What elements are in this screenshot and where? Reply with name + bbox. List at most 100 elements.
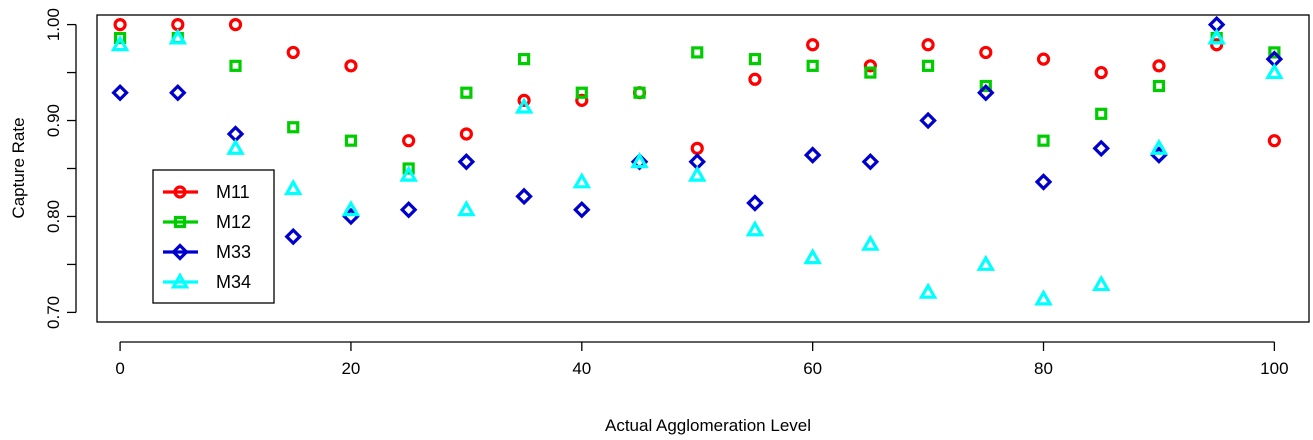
m34-point	[514, 97, 534, 114]
m34-point	[283, 178, 303, 196]
m11-point	[1036, 52, 1051, 66]
m34-point	[572, 172, 592, 189]
y-tick-label: 0.80	[44, 200, 63, 233]
m33-point	[457, 153, 476, 171]
m12-point	[344, 134, 358, 147]
m11-point	[517, 93, 531, 107]
legend-entry-m11: M11	[163, 182, 250, 202]
m11-point	[748, 72, 762, 86]
legend: M11 M12 M33 M34	[152, 169, 275, 304]
m11-point	[228, 17, 243, 32]
m34-point	[1265, 62, 1284, 80]
m11-point	[863, 59, 877, 73]
m34-point	[226, 138, 245, 155]
m12-point	[402, 162, 415, 175]
m11-point	[459, 127, 473, 141]
legend-label: M12	[216, 212, 251, 232]
m12-point	[633, 86, 646, 99]
m12-point	[460, 86, 473, 99]
m11-point	[979, 45, 993, 60]
m34-point	[1034, 289, 1053, 306]
m11-point	[171, 17, 185, 32]
m33-point	[919, 111, 937, 130]
legend-marker	[170, 272, 190, 289]
m33-point	[630, 153, 649, 171]
legend-label: M33	[216, 242, 251, 262]
y-tick-label: 0.70	[44, 296, 63, 329]
m11-point	[575, 93, 589, 107]
m34-point	[687, 165, 707, 182]
m34-point	[457, 200, 476, 217]
m33-point	[861, 153, 880, 171]
m34-point	[976, 254, 996, 271]
data-points	[110, 15, 1284, 306]
m33-point	[803, 146, 822, 164]
m33-point	[1092, 139, 1110, 158]
legend-entry-m33: M33	[163, 242, 251, 262]
m34-point	[745, 220, 765, 237]
m12-point	[864, 66, 877, 79]
m34-point	[1091, 274, 1111, 292]
x-tick-label: 100	[1260, 359, 1288, 378]
m34-point	[918, 282, 938, 299]
m11-point	[1152, 59, 1166, 73]
m34-point	[1207, 28, 1226, 45]
m33-point	[746, 194, 764, 212]
m12-point	[1152, 79, 1166, 93]
x-axis: 0 20 40 60 80 100	[115, 341, 1289, 378]
m12-point	[517, 53, 531, 66]
m33-point	[284, 227, 302, 246]
m11-point	[921, 38, 935, 52]
m11-point	[1267, 134, 1281, 148]
legend-marker	[171, 243, 189, 261]
m12-point	[1095, 107, 1108, 120]
m12-point	[1037, 134, 1050, 147]
m11-point	[1094, 65, 1108, 80]
series-m33	[111, 15, 1284, 246]
m11-point	[113, 17, 127, 32]
m12-point	[921, 59, 935, 72]
m33-point	[573, 200, 591, 219]
legend-label: M34	[216, 272, 251, 292]
legend-entry-m12: M12	[163, 212, 251, 232]
m34-point	[168, 28, 188, 45]
m34-point	[630, 152, 649, 169]
m12-point	[806, 59, 819, 72]
m12-point	[691, 46, 704, 59]
y-tick-label: 1.00	[44, 8, 63, 41]
series-m34	[110, 28, 1284, 306]
legend-marker	[173, 215, 187, 229]
x-axis-label: Actual Agglomeration Level	[605, 416, 811, 435]
m34-point	[803, 247, 822, 265]
m12-point	[113, 31, 127, 45]
plot-frame	[96, 14, 1310, 323]
x-tick-label: 20	[341, 359, 360, 378]
y-axis: 0.70 0.80 0.90 1.00	[44, 8, 77, 329]
m34-point	[399, 165, 418, 182]
m33-point	[1034, 173, 1053, 191]
m11-point	[690, 141, 704, 155]
m11-point	[344, 59, 358, 73]
x-tick-label: 80	[1034, 359, 1053, 378]
m34-point	[110, 35, 130, 52]
x-tick-label: 40	[572, 359, 591, 378]
m11-point	[1210, 38, 1224, 52]
y-axis-label: Capture Rate	[9, 117, 28, 218]
m12-point	[748, 53, 762, 66]
x-tick-label: 0	[115, 359, 124, 378]
m33-point	[977, 83, 995, 102]
m33-point	[169, 83, 187, 102]
y-tick-label: 0.90	[44, 104, 63, 137]
legend-label: M11	[216, 182, 250, 202]
m11-point	[806, 38, 820, 52]
m12-point	[979, 79, 992, 93]
m12-point	[575, 86, 588, 99]
m34-point	[1149, 138, 1169, 155]
m11-point	[402, 134, 416, 148]
m12-point	[287, 121, 300, 134]
m12-point	[1268, 46, 1281, 59]
m33-point	[111, 83, 129, 102]
m34-point	[861, 234, 880, 251]
legend-marker	[173, 185, 187, 199]
